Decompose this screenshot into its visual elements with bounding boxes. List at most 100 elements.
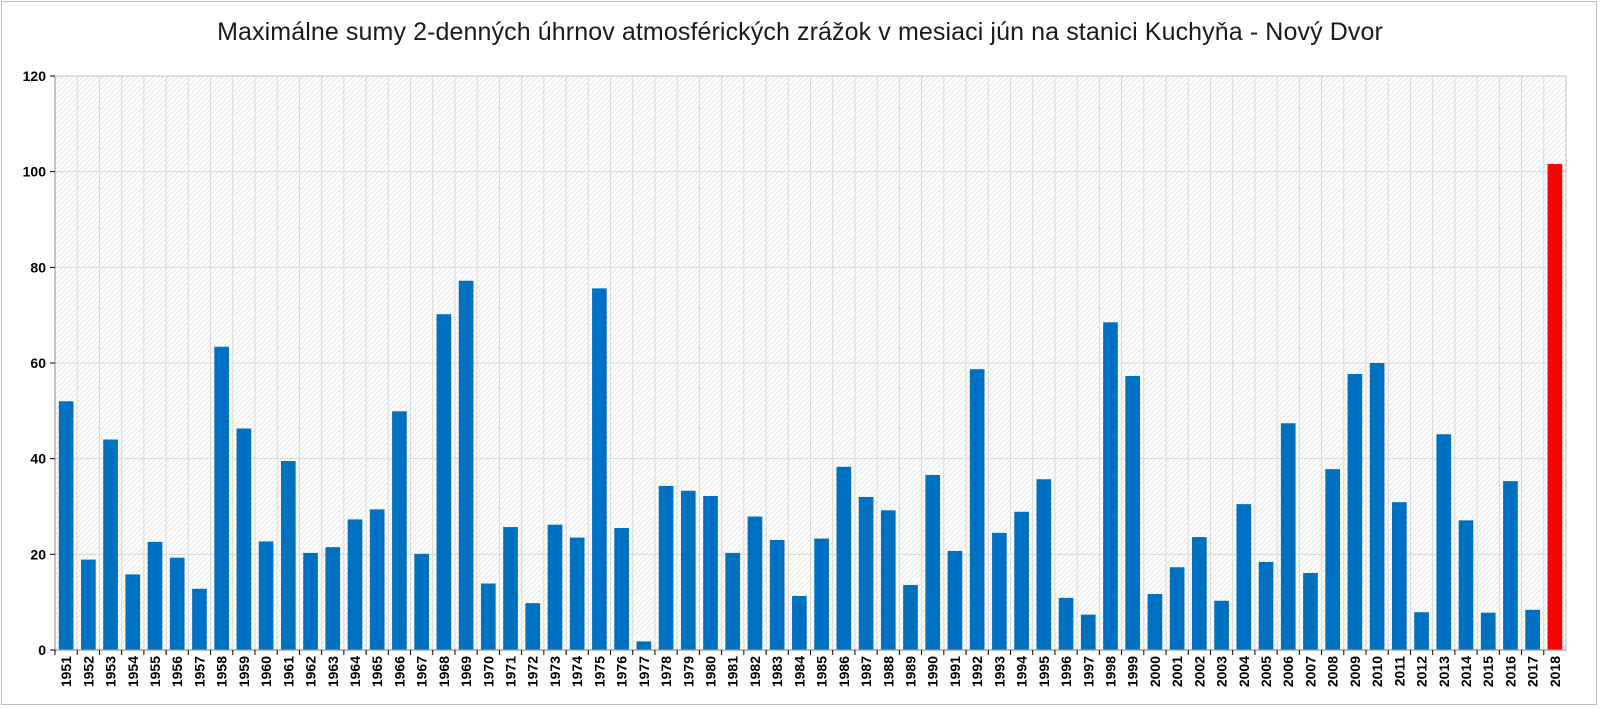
bar-1993 bbox=[992, 532, 1007, 650]
bar-1982 bbox=[747, 516, 763, 650]
x-tick-label-1955: 1955 bbox=[147, 656, 163, 687]
bar-1979 bbox=[680, 490, 696, 650]
bar-2006 bbox=[1280, 423, 1296, 650]
bar-2010 bbox=[1369, 363, 1385, 650]
bar-1978 bbox=[658, 485, 674, 650]
bar-2018 bbox=[1547, 164, 1563, 650]
x-tick-label-2014: 2014 bbox=[1458, 656, 1474, 687]
bar-1959 bbox=[236, 428, 252, 650]
bar-1999 bbox=[1125, 375, 1141, 650]
bar-1973 bbox=[547, 524, 563, 650]
x-tick-label-1977: 1977 bbox=[636, 656, 652, 687]
bar-1994 bbox=[1014, 511, 1029, 650]
x-tick-label-2017: 2017 bbox=[1525, 656, 1541, 687]
x-tick-label-2018: 2018 bbox=[1547, 656, 1563, 687]
x-tick-label-1983: 1983 bbox=[769, 656, 785, 687]
bar-2002 bbox=[1192, 537, 1207, 650]
x-tick-label-1999: 1999 bbox=[1125, 656, 1141, 687]
bar-1961 bbox=[280, 461, 296, 650]
x-tick-label-1970: 1970 bbox=[480, 656, 496, 687]
x-tick-label-2016: 2016 bbox=[1502, 656, 1518, 687]
bar-2005 bbox=[1258, 561, 1274, 650]
x-tick-label-1998: 1998 bbox=[1102, 656, 1118, 687]
bar-1998 bbox=[1103, 322, 1118, 650]
x-tick-label-2003: 2003 bbox=[1214, 656, 1230, 687]
x-tick-label-1994: 1994 bbox=[1014, 656, 1030, 687]
x-tick-label-1957: 1957 bbox=[191, 656, 207, 687]
x-tick-label-1959: 1959 bbox=[236, 656, 252, 687]
x-tick-label-1984: 1984 bbox=[791, 656, 807, 687]
x-tick-label-2007: 2007 bbox=[1302, 656, 1318, 687]
bar-1988 bbox=[880, 510, 896, 650]
x-tick-label-1992: 1992 bbox=[969, 656, 985, 687]
x-tick-label-1982: 1982 bbox=[747, 656, 763, 687]
bar-1963 bbox=[325, 547, 341, 650]
bar-1997 bbox=[1080, 614, 1096, 650]
x-tick-label-2008: 2008 bbox=[1325, 656, 1341, 687]
x-tick-label-1967: 1967 bbox=[414, 656, 430, 687]
bar-1975 bbox=[592, 288, 607, 650]
x-tick-label-1952: 1952 bbox=[80, 656, 96, 687]
bar-2001 bbox=[1169, 567, 1185, 650]
bar-2004 bbox=[1236, 504, 1252, 650]
bar-1984 bbox=[792, 595, 807, 650]
x-tick-label-1989: 1989 bbox=[902, 656, 918, 687]
bar-1955 bbox=[147, 541, 163, 650]
y-tick-label: 0 bbox=[38, 642, 46, 658]
bar-1983 bbox=[769, 539, 785, 650]
x-tick-label-2000: 2000 bbox=[1147, 656, 1163, 687]
bar-1976 bbox=[614, 528, 629, 650]
x-tick-label-1962: 1962 bbox=[303, 656, 319, 687]
bar-1952 bbox=[80, 559, 96, 650]
bar-1996 bbox=[1058, 597, 1074, 650]
bar-1977 bbox=[636, 641, 652, 650]
bar-1992 bbox=[969, 369, 985, 650]
bar-1962 bbox=[303, 552, 318, 650]
x-tick-label-1980: 1980 bbox=[703, 656, 719, 687]
bar-1960 bbox=[258, 541, 274, 650]
x-tick-label-1985: 1985 bbox=[814, 656, 830, 687]
y-tick-label: 100 bbox=[23, 164, 47, 180]
bar-2014 bbox=[1458, 520, 1474, 650]
bar-1980 bbox=[703, 495, 718, 650]
chart-title: Maximálne sumy 2-denných úhrnov atmosfér… bbox=[217, 18, 1383, 46]
bar-1989 bbox=[903, 584, 918, 650]
x-tick-label-1975: 1975 bbox=[591, 656, 607, 687]
bar-1953 bbox=[103, 439, 118, 650]
x-tick-label-1972: 1972 bbox=[525, 656, 541, 687]
bar-1969 bbox=[458, 280, 474, 650]
x-tick-label-2004: 2004 bbox=[1236, 656, 1252, 687]
x-tick-label-2010: 2010 bbox=[1369, 656, 1385, 687]
bar-1967 bbox=[414, 553, 429, 650]
x-tick-label-1964: 1964 bbox=[347, 656, 363, 687]
bar-1954 bbox=[125, 574, 141, 650]
bar-2003 bbox=[1214, 600, 1229, 650]
bar-2015 bbox=[1480, 612, 1496, 650]
x-tick-label-1990: 1990 bbox=[925, 656, 941, 687]
y-tick-label: 40 bbox=[30, 451, 46, 467]
x-tick-label-1987: 1987 bbox=[858, 656, 874, 687]
x-tick-label-1981: 1981 bbox=[725, 656, 741, 687]
x-tick-label-1954: 1954 bbox=[125, 656, 141, 687]
x-tick-label-2015: 2015 bbox=[1480, 656, 1496, 687]
bar-2009 bbox=[1347, 374, 1363, 650]
x-tick-label-1956: 1956 bbox=[169, 656, 185, 687]
x-tick-label-1974: 1974 bbox=[569, 656, 585, 687]
bar-1966 bbox=[392, 411, 407, 650]
x-tick-label-1969: 1969 bbox=[458, 656, 474, 687]
x-tick-label-1968: 1968 bbox=[436, 656, 452, 687]
y-tick-label: 80 bbox=[30, 259, 46, 275]
x-tick-label-1995: 1995 bbox=[1036, 656, 1052, 687]
bar-1958 bbox=[214, 346, 229, 650]
x-tick-label-1996: 1996 bbox=[1058, 656, 1074, 687]
bar-1995 bbox=[1036, 479, 1052, 650]
x-tick-label-1971: 1971 bbox=[503, 656, 519, 687]
bar-2007 bbox=[1303, 572, 1318, 650]
bar-1986 bbox=[836, 466, 852, 650]
x-tick-label-2006: 2006 bbox=[1280, 656, 1296, 687]
x-tick-label-2011: 2011 bbox=[1391, 656, 1407, 687]
bar-2013 bbox=[1436, 434, 1452, 650]
x-tick-label-1953: 1953 bbox=[103, 656, 119, 687]
bar-1956 bbox=[169, 557, 185, 650]
bar-1985 bbox=[814, 538, 829, 650]
